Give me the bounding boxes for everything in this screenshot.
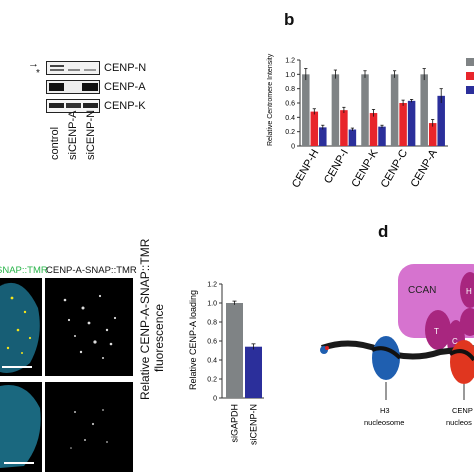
blot-strips: [46, 61, 100, 113]
chart-c-ytick-label: 0.2: [207, 377, 217, 384]
chart-b-bar: [348, 129, 357, 146]
panel-letter-b: b: [284, 10, 295, 29]
h3-label-line1: H3: [380, 406, 390, 415]
ccan-subunit-extra: [460, 308, 474, 336]
micro-ylabel-line1: Relative CENP-A-SNAP::TMR: [138, 238, 152, 400]
star-marker: *: [36, 68, 40, 79]
chart-b-bar: [302, 74, 310, 146]
h3-nucleosome: [372, 336, 400, 380]
chart-b-bar: [319, 127, 327, 146]
chart-c-ytick-label: 0.8: [207, 320, 217, 327]
micro-tmr-bottom: [45, 382, 133, 472]
chart-b-bars: [302, 68, 445, 146]
chart-b-bar: [437, 95, 445, 146]
chart-c-ytick-label: 0.4: [207, 358, 217, 365]
chart-b-bar: [378, 126, 386, 146]
chart-b-bar: [420, 74, 428, 146]
chart-b-category-label: CENP-C: [379, 147, 411, 190]
panel-letter-d: d: [378, 222, 389, 241]
lane-label-control: control: [49, 126, 61, 160]
chart-c-ytick-label: 0.6: [207, 339, 217, 346]
lane-label-sicenp-a: siCENP-A: [67, 110, 79, 160]
ccan-letter-t: T: [434, 327, 439, 336]
lane-label-sicenp-n: siCENP-N: [85, 109, 97, 160]
chart-b-bar: [390, 74, 399, 146]
cenp-label-line2: nucleos: [446, 418, 472, 427]
chart-c-bar: [245, 346, 262, 398]
chart-b-bar: [361, 74, 369, 146]
chart-b-bar: [340, 110, 348, 146]
chart-b-category-label: CENP-I: [322, 148, 351, 186]
micro-ylabel-line2: fluorescence: [152, 303, 166, 372]
chart-b-category-label: CENP-H: [290, 147, 322, 190]
chart-b-ytick-label: 0.8: [285, 86, 295, 93]
ccan-letter-c: C: [452, 337, 458, 346]
blot-strip-cenp-n: [46, 61, 100, 75]
micro-tmr-top: [45, 278, 133, 376]
blot-label-cenp-n: CENP-N: [104, 62, 147, 74]
chart-b-legend-swatch: [466, 72, 474, 80]
ccan-diagram: CCAN T C H H3 nucleosome CENP nucleos: [320, 264, 474, 427]
blot-strip-cenp-a: [46, 80, 100, 94]
micro-col2-label: CENP-A-SNAP::TMR: [46, 265, 137, 276]
chart-b-legend: [466, 58, 474, 94]
chart-c-bar: [226, 303, 243, 398]
chart-c-ytick-label: 0: [213, 396, 217, 403]
chart-b-bar: [310, 111, 319, 146]
chart-b-bar: [407, 100, 416, 146]
chart-b-ytick-label: 0.4: [285, 115, 295, 122]
chart-b-category-label: CENP-A: [409, 147, 441, 190]
blot-label-cenp-k: CENP-K: [104, 100, 146, 112]
ccan-complex: [398, 264, 474, 338]
ccan-letter-h: H: [466, 287, 472, 296]
chart-b-ytick-label: 0.2: [285, 129, 295, 136]
micro-merge-bottom: [0, 382, 42, 472]
micro-col1-label: SNAP::TMR: [0, 265, 48, 276]
chart-b-ytick-label: 1.2: [285, 58, 295, 65]
h3-label-line2: nucleosome: [364, 418, 404, 427]
chart-b-bar: [399, 103, 407, 146]
chart-b-ytick-label: 0: [291, 144, 295, 151]
arrow-marker: →: [28, 58, 39, 70]
chart-b-legend-swatch: [466, 58, 474, 66]
chart-b-ytick-label: 1.0: [285, 72, 295, 79]
ccan-subunit-h: [460, 272, 474, 308]
ccan-label: CCAN: [408, 285, 436, 296]
dna-end-dot: [325, 346, 329, 350]
chart-cenp-a-loading: 0 0.2 0.4 0.6 0.8 1.0 1.2 siGAPDH siCENP-N Relat…: [188, 282, 264, 445]
chart-b-bar: [331, 74, 340, 146]
chart-b-category-label: CENP-K: [349, 147, 381, 190]
chart-b-legend-swatch: [466, 86, 474, 94]
chart-b-ylabel: Relative Centromere Intensity: [267, 53, 274, 146]
chart-c-category-label: siGAPDH: [230, 404, 240, 443]
chart-b-ytick-label: 0.6: [285, 101, 295, 108]
chart-c-ytick-label: 1.0: [207, 301, 217, 308]
micro-merge-top: [0, 278, 42, 376]
blot-label-cenp-a: CENP-A: [104, 81, 146, 93]
chart-c-category-label: siCENP-N: [249, 404, 259, 445]
cenp-label-line1: CENP: [452, 406, 473, 415]
chart-c-ylabel: Relative CENP-A loading: [188, 290, 198, 390]
ccan-subunit-t: [425, 310, 451, 350]
blot-strip-cenp-k: [46, 99, 100, 113]
chart-b-bar: [369, 113, 378, 146]
chart-c-ytick-label: 1.2: [207, 282, 217, 289]
chart-b-bar: [428, 123, 437, 146]
chart-c-bars: [226, 300, 262, 398]
